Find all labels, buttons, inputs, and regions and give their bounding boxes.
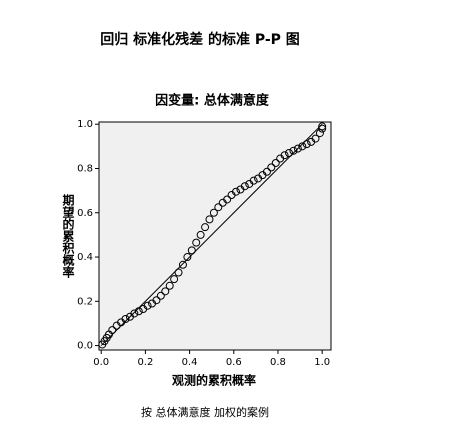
point (271, 158, 280, 167)
point (302, 140, 311, 149)
point (293, 144, 302, 153)
point (121, 315, 130, 324)
y-tick-label: 0.2 (77, 296, 93, 307)
point (134, 307, 143, 316)
point (231, 187, 240, 196)
chart-subtitle: 因变量: 总体满意度 (155, 93, 270, 109)
point (280, 151, 289, 160)
point (298, 142, 307, 151)
point (249, 176, 258, 185)
point (209, 208, 218, 217)
point (285, 148, 294, 157)
x-axis-label: 观测的累积概率 (172, 373, 256, 388)
point (289, 146, 298, 155)
point (318, 122, 327, 131)
point (187, 246, 196, 255)
point (267, 163, 276, 172)
point (223, 195, 232, 204)
point (165, 281, 174, 290)
x-tick-label: 0.2 (137, 357, 153, 368)
x-tick-label: 0.4 (182, 357, 198, 368)
chart-title: 回归 标准化残差 的标准 P-P 图 (100, 31, 300, 48)
point (130, 309, 139, 318)
point (152, 296, 161, 305)
x-tick-label: 0.0 (93, 357, 109, 368)
point (143, 301, 152, 310)
point (108, 326, 117, 335)
point (318, 124, 327, 133)
point (170, 275, 179, 284)
x-tick-label: 0.6 (226, 357, 242, 368)
x-tick-label: 0.8 (270, 357, 286, 368)
y-axis-label: 期望的累积概率 (61, 193, 75, 279)
point (205, 215, 214, 224)
y-tick-label: 1.0 (77, 119, 93, 130)
point (201, 223, 210, 232)
point (178, 260, 187, 269)
y-tick-label: 0.4 (77, 252, 93, 263)
point (174, 268, 183, 277)
y-tick-label: 0.6 (77, 208, 93, 219)
point (183, 253, 192, 262)
reference-line (100, 123, 323, 346)
point (214, 203, 223, 212)
point (240, 182, 249, 191)
point (196, 230, 205, 239)
y-tick-label: 0.8 (77, 163, 93, 174)
point (156, 291, 165, 300)
point (161, 287, 170, 296)
y-tick-label: 0.0 (77, 341, 93, 352)
point (192, 238, 201, 247)
footnote: 按 总体满意度 加权的案例 (141, 405, 269, 419)
point (311, 134, 320, 143)
x-tick-label: 1.0 (314, 357, 330, 368)
point (262, 167, 271, 176)
